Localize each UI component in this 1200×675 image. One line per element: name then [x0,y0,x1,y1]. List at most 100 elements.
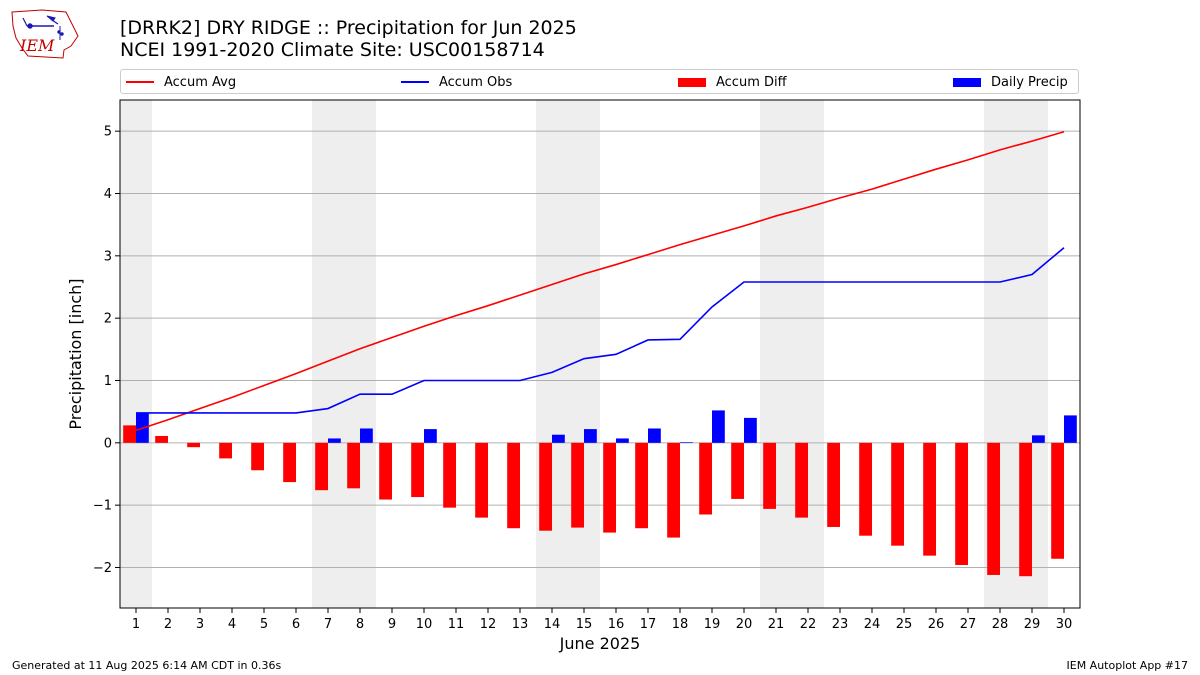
daily-precip-bar [136,412,149,443]
chart-subtitle: NCEI 1991-2020 Climate Site: USC00158714 [120,39,545,61]
accum-diff-bar [1051,442,1064,559]
daily-precip-bar [1032,435,1045,443]
accum-diff-bar [827,442,840,527]
x-tick-label: 21 [768,617,785,632]
weekend-shade [760,100,824,608]
legend-item: Daily Precip [953,73,1068,91]
legend-label: Daily Precip [991,74,1068,90]
x-tick-label: 2 [164,617,172,632]
weekend-shade [984,100,1048,608]
accum-diff-bar [123,425,136,443]
accum-diff-bar [539,442,552,531]
state-outline [11,9,79,59]
accum-diff-bar [987,442,1000,575]
x-tick-label: 17 [640,617,657,632]
legend-patch-swatch [953,77,981,87]
legend-label: Accum Diff [716,74,787,90]
y-tick-label: 2 [104,312,112,327]
legend-patch-swatch [678,77,706,87]
legend-item: Accum Avg [126,73,236,91]
accum-diff-bar [507,442,520,529]
accum-diff-bar [283,442,296,483]
daily-precip-bar [328,438,341,443]
accum-diff-bar [635,442,648,529]
x-tick-label: 12 [480,617,497,632]
weekend-shade [312,100,376,608]
accum-diff-bar [379,442,392,500]
x-tick-label: 24 [864,617,881,632]
daily-precip-bar [744,417,757,443]
legend-label: Accum Avg [164,74,237,90]
x-tick-label: 26 [928,617,945,632]
x-tick-label: 27 [960,617,977,632]
x-tick-label: 15 [576,617,593,632]
accum-diff-bar [731,442,744,499]
accum-diff-bar [891,442,904,546]
chart-legend: Accum Avg Accum Obs Accum Diff Daily Precip [120,69,1079,94]
footer-app: IEM Autoplot App #17 [1066,659,1189,672]
legend-line-swatch [126,81,154,83]
accum-diff-bar [699,442,712,515]
y-tick-label: −2 [93,561,112,576]
x-tick-label: 13 [512,617,529,632]
y-axis-label: Precipitation [inch] [66,278,85,429]
accum-diff-bar [667,442,680,538]
accum-diff-bar [187,442,200,448]
x-tick-label: 6 [292,617,300,632]
daily-precip-bar [1064,415,1077,443]
legend-label: Accum Obs [439,74,513,90]
y-tick-label: 3 [104,249,112,264]
accum-diff-bar [795,442,808,518]
weekend-shade [120,100,152,608]
accum-diff-bar [347,442,360,489]
weekend-shading [120,100,1048,608]
x-tick-label: 29 [1024,617,1041,632]
x-tick-label: 5 [260,617,268,632]
y-tick-label: 0 [104,436,112,451]
daily-precip-bar [552,434,565,443]
accum-diff-bar [315,442,328,491]
x-tick-label: 10 [416,617,433,632]
y-tick-label: 1 [104,374,112,389]
daily-precip-bar [360,428,373,443]
x-tick-label: 1 [132,617,140,632]
x-tick-label: 23 [832,617,849,632]
accum-diff-bar [955,442,968,565]
x-tick-label: 19 [704,617,721,632]
chart-title: [DRRK2] DRY RIDGE :: Precipitation for J… [120,17,577,39]
y-tick-label: 4 [104,187,112,202]
x-tick-label: 28 [992,617,1009,632]
legend-item: Accum Diff [678,73,787,91]
accum-diff-bar [219,442,232,459]
x-tick-label: 16 [608,617,625,632]
x-tick-label: 22 [800,617,817,632]
accum-diff-bar [443,442,456,508]
daily-precip-bar [584,429,597,443]
axes-frame [119,99,1081,609]
weather-station-icon [22,15,64,40]
accum-diff-bar [859,442,872,536]
x-tick-label: 30 [1056,617,1073,632]
daily-precip-bar [680,442,693,443]
logo-text: IEM [19,36,55,55]
accum-diff-bar [251,442,264,471]
daily-precip-bar [424,429,437,443]
accum-diff-bar [155,435,168,443]
x-axis-ticks: 1 2 3 4 5 6 7 8 9 10 11 12 13 14 15 16 17 18 19 20 21 22 23 24 2… [132,608,1072,632]
x-tick-label: 3 [196,617,204,632]
x-axis-label: June 2025 [559,634,641,653]
x-tick-label: 8 [356,617,364,632]
legend-line-swatch [401,81,429,83]
accum-diff-bar [1019,442,1032,577]
x-tick-label: 20 [736,617,753,632]
accum-avg-line [135,131,1065,432]
x-tick-label: 11 [448,617,465,632]
accum-diff-bar [411,442,424,498]
x-tick-label: 25 [896,617,913,632]
weekend-shade [536,100,600,608]
iem-logo: IEM [11,9,79,59]
footer-generated: Generated at 11 Aug 2025 6:14 AM CDT in … [12,659,282,672]
daily-precip-bar [712,410,725,443]
lines [135,131,1065,432]
